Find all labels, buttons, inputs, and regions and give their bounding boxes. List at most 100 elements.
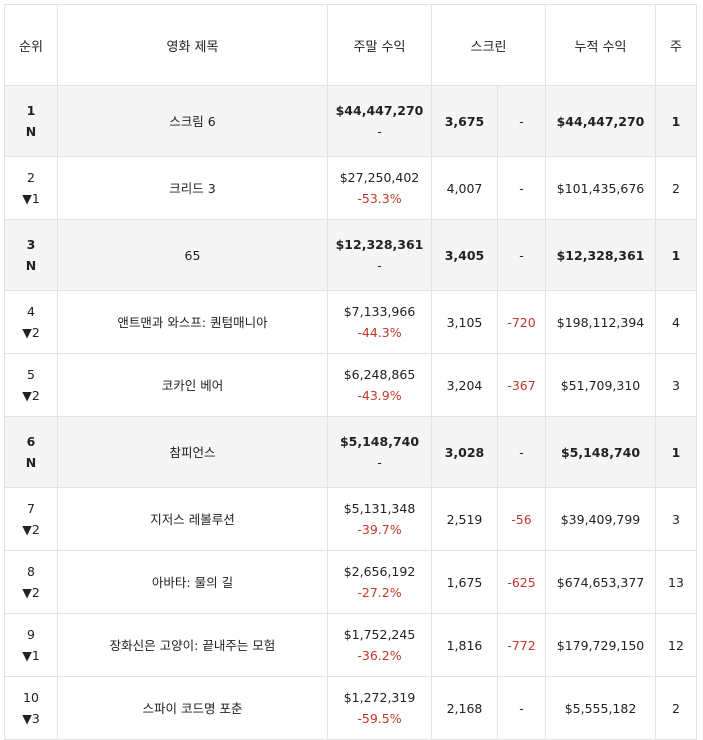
weeks-in-release: 1 — [655, 219, 697, 291]
rank-cell: 7 ▼2 — [4, 487, 58, 551]
rank-change: ▼2 — [22, 522, 40, 537]
weekend-gross-cell: $1,272,319 -59.5% — [327, 676, 432, 740]
screen-change: - — [497, 416, 546, 488]
rank-change: N — [25, 258, 37, 273]
screen-change: - — [497, 85, 546, 157]
weeks-in-release: 3 — [655, 353, 697, 417]
table-row: 10 ▼3 스파이 코드명 포춘 $1,272,319 -59.5% 2,168- $5,5… — [4, 676, 697, 740]
rank-change: ▼2 — [22, 585, 40, 600]
total-gross: $44,447,270 — [545, 85, 656, 157]
rank-cell: 9 ▼1 — [4, 613, 58, 677]
screen-count: 3,028 — [431, 416, 498, 488]
screen-change: - — [497, 156, 546, 220]
rank-change: ▼1 — [22, 191, 40, 206]
rank-cell: 4 ▼2 — [4, 290, 58, 354]
screen-change: -772 — [497, 613, 546, 677]
weekend-gross-cell: $12,328,361 - — [327, 219, 432, 291]
screen-count: 1,675 — [431, 550, 498, 614]
header-weeks: 주 — [655, 4, 697, 86]
screen-count: 1,816 — [431, 613, 498, 677]
weekend-gross: $27,250,402 — [339, 170, 420, 185]
weekend-gross: $44,447,270 — [335, 103, 424, 118]
rank-number: 6 — [26, 434, 36, 449]
weekend-gross-change: -44.3% — [357, 325, 402, 340]
rank-change: ▼1 — [22, 648, 40, 663]
table-row: 6 N 참피언스 $5,148,740-3,028- $5,148,740 1 — [4, 416, 697, 488]
weeks-in-release: 13 — [655, 550, 697, 614]
movie-title: 아바타: 물의 길 — [57, 550, 328, 614]
screen-count: 3,405 — [431, 219, 498, 291]
weekend-gross-change: - — [377, 124, 382, 139]
weekend-gross-change: -27.2% — [357, 585, 402, 600]
rank-number: 4 — [27, 304, 35, 319]
weekend-gross-change: -59.5% — [357, 711, 402, 726]
weekend-gross-cell: $1,752,245 -36.2% — [327, 613, 432, 677]
table-row: 8 ▼2 아바타: 물의 길 $2,656,192 -27.2% 1,675 -625 $67… — [4, 550, 697, 614]
rank-number: 3 — [26, 237, 36, 252]
rank-number: 8 — [27, 564, 35, 579]
screen-change: -56 — [497, 487, 546, 551]
weekend-gross-change: - — [377, 258, 382, 273]
total-gross: $674,653,377 — [545, 550, 656, 614]
screen-count: 4,007 — [431, 156, 498, 220]
header-row: 순위 영화 제목 주말 수익 스크린 누적 수익 주 — [4, 4, 697, 86]
total-gross: $5,555,182 — [545, 676, 656, 740]
header-total-gross: 누적 수익 — [545, 4, 656, 86]
rank-cell: 2 ▼1 — [4, 156, 58, 220]
total-gross: $179,729,150 — [545, 613, 656, 677]
table-row: 1 N 스크림 6 $44,447,270-3,675- $44,447,270 1 — [4, 85, 697, 157]
weekend-gross: $1,272,319 — [343, 690, 416, 705]
rank-change: ▼2 — [22, 388, 40, 403]
rank-change: N — [25, 124, 37, 139]
movie-title: 크리드 3 — [57, 156, 328, 220]
rank-number: 10 — [23, 690, 39, 705]
weeks-in-release: 3 — [655, 487, 697, 551]
total-gross: $101,435,676 — [545, 156, 656, 220]
weekend-gross-cell: $7,133,966 -44.3% — [327, 290, 432, 354]
total-gross: $51,709,310 — [545, 353, 656, 417]
movie-title: 스크림 6 — [57, 85, 328, 157]
weeks-in-release: 4 — [655, 290, 697, 354]
screen-change: -625 — [497, 550, 546, 614]
rank-change: N — [25, 455, 37, 470]
movie-title: 앤트맨과 와스프: 퀀텀매니아 — [57, 290, 328, 354]
weekend-gross-change: - — [377, 455, 382, 470]
rank-number: 2 — [27, 170, 35, 185]
screen-change: -720 — [497, 290, 546, 354]
header-screens: 스크린 — [431, 4, 546, 86]
rank-change: ▼2 — [22, 325, 40, 340]
rank-change: ▼3 — [22, 711, 40, 726]
total-gross: $198,112,394 — [545, 290, 656, 354]
screen-count: 3,105 — [431, 290, 498, 354]
total-gross: $12,328,361 — [545, 219, 656, 291]
weekend-gross-change: -53.3% — [357, 191, 402, 206]
weekend-gross: $2,656,192 — [343, 564, 416, 579]
header-rank: 순위 — [4, 4, 58, 86]
weekend-gross-cell: $5,131,348 -39.7% — [327, 487, 432, 551]
table-row: 5 ▼2 코카인 베어 $6,248,865 -43.9% 3,204 -367 $51,70… — [4, 353, 697, 417]
rank-cell: 8 ▼2 — [4, 550, 58, 614]
rank-number: 7 — [27, 501, 35, 516]
weeks-in-release: 12 — [655, 613, 697, 677]
table-row: 9 ▼1 장화신은 고양이: 끝내주는 모험 $1,752,245 -36.2% 1,81… — [4, 613, 697, 677]
table-row: 7 ▼2 지저스 레볼루션 $5,131,348 -39.7% 2,519 -56 $39,4… — [4, 487, 697, 551]
total-gross: $5,148,740 — [545, 416, 656, 488]
weekend-gross-cell: $6,248,865 -43.9% — [327, 353, 432, 417]
weekend-gross-change: -36.2% — [357, 648, 402, 663]
weekend-gross: $12,328,361 — [335, 237, 424, 252]
screen-change: - — [497, 676, 546, 740]
weekend-gross-cell: $2,656,192 -27.2% — [327, 550, 432, 614]
weekend-gross: $5,148,740 — [339, 434, 420, 449]
weeks-in-release: 1 — [655, 416, 697, 488]
table-row: 2 ▼1 크리드 3 $27,250,402 -53.3% 4,007- $101,435,… — [4, 156, 697, 220]
movie-title: 코카인 베어 — [57, 353, 328, 417]
weekend-gross: $1,752,245 — [343, 627, 416, 642]
table-row: 3 N 65 $12,328,361-3,405- $12,328,361 1 — [4, 219, 697, 291]
weekend-gross: $5,131,348 — [343, 501, 416, 516]
weeks-in-release: 2 — [655, 676, 697, 740]
weekend-gross-cell: $5,148,740 - — [327, 416, 432, 488]
weekend-gross-cell: $44,447,270 - — [327, 85, 432, 157]
